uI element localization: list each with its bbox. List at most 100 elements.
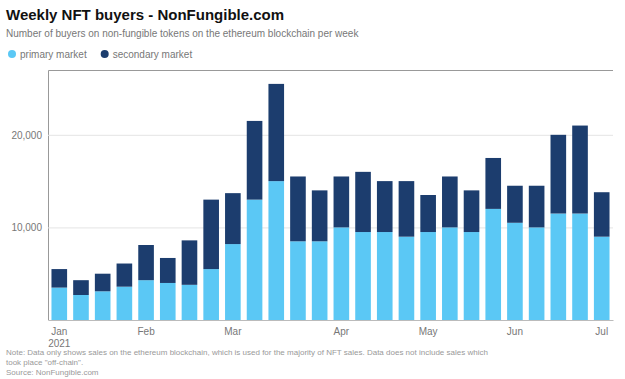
- bar: [312, 190, 328, 241]
- bar: [73, 295, 89, 320]
- bar: [73, 280, 89, 295]
- bar: [138, 280, 154, 320]
- legend-label: secondary market: [113, 49, 193, 60]
- y-tick-label: 10,000: [11, 222, 42, 233]
- grid-line: [48, 320, 613, 321]
- x-axis: Jan2021 Feb Mar Apr May Jun Jul: [48, 321, 613, 349]
- x-tick-label-line: Jun: [507, 326, 523, 337]
- legend-label: primary market: [20, 49, 87, 60]
- x-tick-label-line: Jan: [51, 326, 67, 337]
- x-tick: May: [419, 326, 438, 337]
- x-tick-label-line: May: [419, 326, 438, 337]
- y-tick-label: 20,000: [11, 130, 42, 141]
- x-tick-label-line: Apr: [334, 326, 350, 337]
- bar-series: [51, 181, 609, 320]
- bar: [138, 245, 154, 280]
- x-tick: Feb: [137, 326, 155, 337]
- bar: [442, 176, 458, 227]
- bar: [377, 232, 393, 320]
- bar: [572, 214, 588, 320]
- bar: [160, 283, 176, 320]
- bar: [551, 135, 567, 214]
- bar: [485, 158, 501, 209]
- x-tick: Jun: [507, 326, 523, 337]
- grid-line: [48, 227, 613, 228]
- bar: [203, 269, 219, 320]
- bar: [268, 84, 284, 181]
- bar: [420, 195, 436, 232]
- y-tick: [48, 320, 613, 321]
- x-axis-line: [49, 320, 614, 321]
- x-tick: Apr: [334, 326, 350, 337]
- bar: [51, 269, 67, 288]
- bar: [247, 200, 263, 320]
- bar: [464, 190, 480, 232]
- bar: [420, 232, 436, 320]
- bar: [507, 223, 523, 320]
- y-axis-line: [49, 71, 614, 321]
- x-tick-label: Apr: [334, 326, 350, 337]
- bar-series: [51, 84, 609, 295]
- bar: [594, 192, 610, 236]
- x-tick-label-line: Jul: [595, 326, 608, 337]
- bar: [182, 240, 198, 284]
- legend-marker: [101, 50, 109, 58]
- bar: [117, 287, 133, 320]
- bar: [268, 181, 284, 320]
- legend-marker: [8, 50, 16, 58]
- bar: [377, 181, 393, 232]
- x-tick-label-line: Mar: [224, 326, 242, 337]
- bar: [95, 291, 111, 320]
- note: Note: Data only shows sales on the ether…: [6, 348, 488, 357]
- bar: [334, 176, 350, 227]
- legend-item: primary market: [8, 49, 87, 60]
- bar: [225, 244, 241, 320]
- x-tick: Jul: [595, 326, 608, 337]
- bar: [529, 227, 545, 320]
- x-tick-label: Feb: [137, 326, 155, 337]
- bar: [485, 209, 501, 320]
- title: Weekly NFT buyers - NonFungible.com: [6, 6, 284, 23]
- y-axis: 10,000 20,000: [11, 71, 613, 321]
- bar: [95, 274, 111, 292]
- bar: [507, 186, 523, 223]
- bar: [442, 227, 458, 320]
- y-tick: 20,000: [11, 130, 613, 141]
- bar: [594, 237, 610, 320]
- bar: [290, 176, 306, 241]
- bar: [529, 186, 545, 228]
- note: Source: NonFungible.com: [6, 368, 99, 377]
- legend-item: secondary market: [101, 49, 193, 60]
- plot: 10,000 20,000 Jan2021 Feb Mar Apr May Jun Jul: [11, 71, 613, 349]
- legend: primary market secondary market: [8, 49, 192, 60]
- bar: [312, 241, 328, 320]
- x-tick-label: Jul: [595, 326, 608, 337]
- x-tick-label-line: 2021: [48, 338, 71, 349]
- bar: [290, 241, 306, 320]
- x-tick-label: Mar: [224, 326, 242, 337]
- bar: [334, 227, 350, 320]
- bar: [225, 193, 241, 244]
- bar: [355, 232, 371, 320]
- x-tick: Mar: [224, 326, 242, 337]
- subtitle: Number of buyers on non-fungible tokens …: [6, 28, 359, 39]
- bar: [117, 264, 133, 287]
- bar: [551, 214, 567, 320]
- x-tick-label: Jan2021: [48, 326, 71, 349]
- grid-line: [48, 135, 613, 136]
- chart-svg: Weekly NFT buyers - NonFungible.com Numbe…: [0, 0, 625, 379]
- note: took place "off-chain".: [6, 358, 83, 367]
- x-tick: Jan2021: [48, 326, 71, 349]
- bar: [399, 181, 415, 237]
- bars: [51, 84, 609, 320]
- chart-container: Weekly NFT buyers - NonFungible.com Numbe…: [0, 0, 625, 379]
- bar: [464, 232, 480, 320]
- bar: [399, 237, 415, 320]
- x-tick-label: Jun: [507, 326, 523, 337]
- bar: [203, 200, 219, 269]
- x-tick-label-line: Feb: [137, 326, 155, 337]
- bar: [160, 258, 176, 283]
- bar: [51, 288, 67, 320]
- x-tick-label: May: [419, 326, 438, 337]
- bar: [182, 285, 198, 320]
